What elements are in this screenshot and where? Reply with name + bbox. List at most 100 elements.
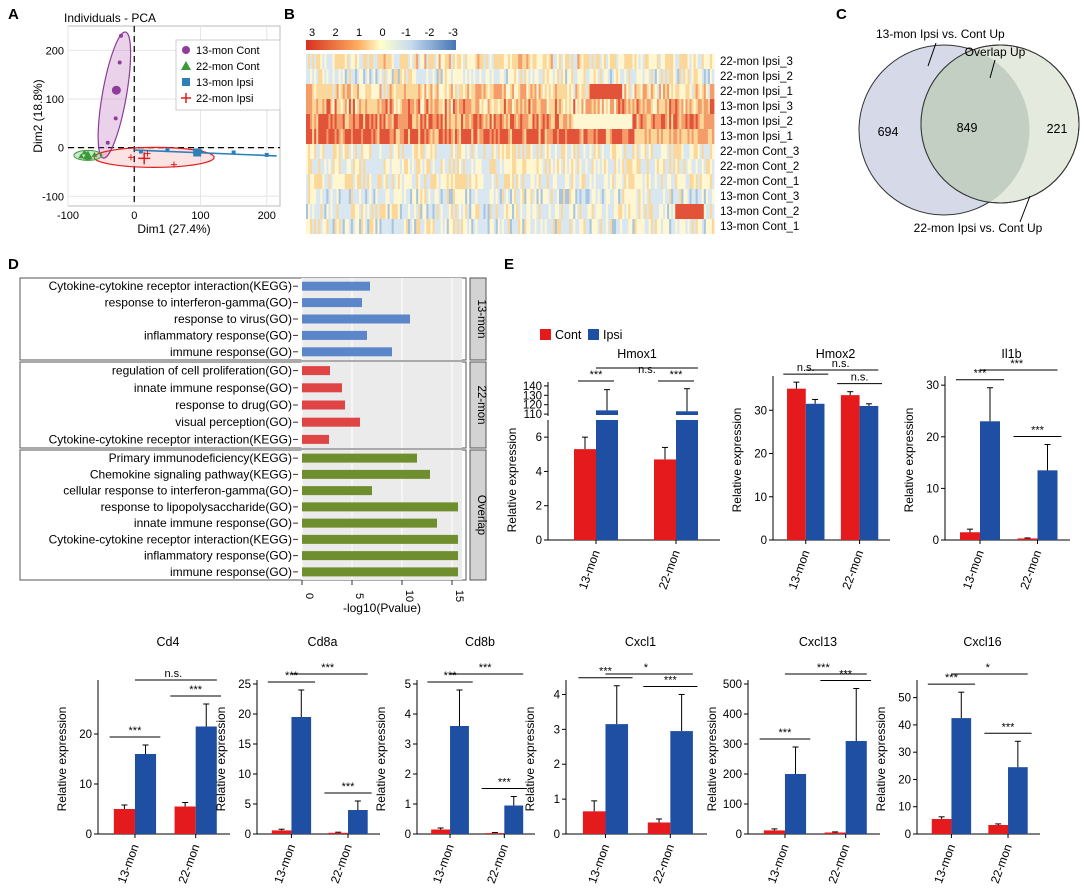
heatmap-cell	[434, 159, 437, 174]
heatmap-cell	[630, 69, 633, 84]
heatmap-scale-tick: -1	[401, 27, 411, 39]
gene-y-tick-label: 1	[405, 799, 411, 811]
gene-title: Cxcl13	[799, 635, 837, 649]
heatmap-cell	[681, 159, 684, 174]
heatmap-cell	[679, 84, 682, 99]
heatmap-cell	[505, 54, 509, 69]
heatmap-cell	[518, 54, 521, 69]
heatmap-cell	[544, 114, 548, 129]
heatmap-cell	[471, 69, 474, 84]
heatmap-cell	[711, 69, 715, 84]
heatmap-cell	[620, 204, 623, 219]
heatmap-cell	[711, 84, 715, 99]
heatmap-cell	[467, 69, 470, 84]
heatmap-cell	[354, 189, 358, 204]
heatmap-cell	[505, 204, 509, 219]
heatmap-cell	[524, 99, 527, 114]
heatmap-cell	[593, 219, 597, 234]
heatmap-cell	[522, 189, 525, 204]
heatmap-cell	[340, 159, 344, 174]
heatmap-cell	[383, 204, 386, 219]
heatmap-cell	[536, 69, 539, 84]
heatmap-cell	[616, 54, 619, 69]
heatmap-cell	[367, 69, 370, 84]
heatmap-cell	[507, 129, 511, 144]
heatmap-cell	[346, 129, 350, 144]
heatmap-cell	[673, 219, 676, 234]
heatmap-cell	[369, 189, 372, 204]
heatmap-cell	[448, 69, 452, 84]
heatmap-cell	[310, 219, 313, 234]
heatmap-cell	[644, 84, 648, 99]
heatmap-cell	[352, 174, 356, 189]
heatmap-cell	[573, 174, 576, 189]
heatmap-cell	[538, 144, 541, 159]
heatmap-cell	[371, 129, 374, 144]
heatmap-cell	[575, 144, 578, 159]
heatmap-cell	[373, 174, 376, 189]
heatmap-cell	[332, 174, 335, 189]
heatmap-cell	[510, 69, 513, 84]
heatmap-cell	[473, 144, 476, 159]
heatmap-cell	[709, 99, 713, 114]
heatmap-cell	[389, 129, 393, 144]
heatmap-cell	[540, 84, 544, 99]
heatmap-cell	[465, 144, 468, 159]
heatmap-cell	[395, 69, 399, 84]
pca-y-tick-label: 200	[46, 45, 64, 57]
heatmap-cell	[481, 174, 484, 189]
heatmap-cell	[330, 54, 333, 69]
heatmap-cell	[691, 174, 694, 189]
heatmap-cell	[658, 219, 662, 234]
heatmap-cell	[426, 114, 429, 129]
heatmap-cell	[542, 189, 546, 204]
heatmap-cell	[654, 189, 658, 204]
heatmap-cell	[322, 174, 325, 189]
heatmap-cell	[381, 174, 384, 189]
heatmap-cell	[448, 84, 452, 99]
heatmap-cell	[597, 189, 601, 204]
heatmap-cell	[569, 84, 572, 99]
heatmap-cell	[456, 219, 460, 234]
heatmap-cell	[685, 54, 688, 69]
heatmap-cell	[463, 189, 466, 204]
heatmap-cell	[567, 144, 570, 159]
heatmap-cell	[612, 69, 615, 84]
heatmap-cell	[418, 204, 421, 219]
heatmap-scale-tick: 2	[332, 27, 338, 39]
heatmap-cell	[410, 144, 413, 159]
heatmap-cell	[432, 174, 435, 189]
heatmap-cell	[656, 204, 660, 219]
heatmap-cell	[554, 99, 558, 114]
heatmap-cell	[607, 114, 611, 129]
heatmap-cell	[326, 84, 329, 99]
heatmap-cell	[314, 189, 317, 204]
heatmap-cell	[436, 189, 439, 204]
gene-title: Cxcl16	[963, 635, 1001, 649]
heatmap-cell	[332, 204, 335, 219]
heatmap-cell	[454, 129, 458, 144]
pca-centroid-13mon-cont	[111, 85, 121, 95]
heatmap-cell	[530, 174, 533, 189]
heatmap-cell	[587, 144, 590, 159]
heatmap-cell	[569, 204, 572, 219]
venn-overlap-region	[921, 45, 1029, 203]
heatmap-cell	[522, 144, 525, 159]
heatmap-cell	[544, 99, 548, 114]
heatmap-cell	[703, 54, 707, 69]
heatmap-cell	[434, 84, 437, 99]
heatmap-cell	[371, 204, 374, 219]
heatmap-cell	[363, 189, 366, 204]
heatmap-cell	[422, 144, 425, 159]
heatmap-cell	[426, 99, 429, 114]
heatmap-cell	[507, 189, 511, 204]
heatmap-cell	[493, 129, 497, 144]
heatmap-cell	[373, 99, 376, 114]
heatmap-cell	[667, 189, 670, 204]
heatmap-cell	[587, 54, 590, 69]
heatmap-cell	[607, 204, 611, 219]
heatmap-cell	[336, 219, 340, 234]
sig-label-within: ***	[664, 674, 678, 686]
sig-label-within: ***	[189, 684, 203, 696]
heatmap-cell	[369, 159, 372, 174]
